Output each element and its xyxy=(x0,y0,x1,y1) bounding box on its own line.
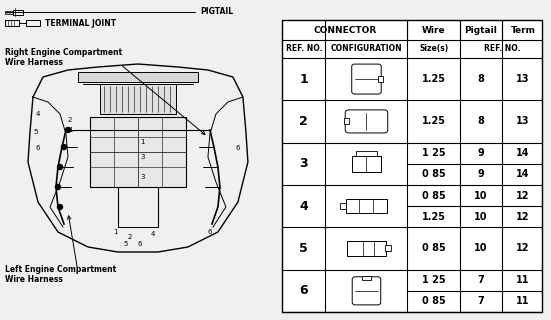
Text: 12: 12 xyxy=(516,244,530,253)
Bar xyxy=(362,276,371,280)
Text: 13: 13 xyxy=(516,74,530,84)
Bar xyxy=(343,118,349,124)
Text: 5: 5 xyxy=(124,241,128,247)
Text: Left Engine Compartment
Wire Harness: Left Engine Compartment Wire Harness xyxy=(5,265,116,284)
FancyBboxPatch shape xyxy=(352,64,381,94)
Bar xyxy=(347,241,386,256)
Circle shape xyxy=(66,127,71,132)
Text: 5: 5 xyxy=(299,242,308,255)
Text: 2: 2 xyxy=(299,115,308,128)
Text: 6: 6 xyxy=(236,145,240,151)
Text: 1: 1 xyxy=(68,127,72,133)
Bar xyxy=(78,72,198,82)
Text: 11: 11 xyxy=(516,275,530,285)
Text: 10: 10 xyxy=(474,190,488,201)
Text: CONFIGURATION: CONFIGURATION xyxy=(331,44,402,53)
Text: 4: 4 xyxy=(299,200,308,212)
Text: 2: 2 xyxy=(128,234,132,240)
Text: 8: 8 xyxy=(478,74,484,84)
Bar xyxy=(5,20,19,26)
Text: 9: 9 xyxy=(478,169,484,179)
Text: Size(s): Size(s) xyxy=(419,44,449,53)
Text: 5: 5 xyxy=(34,129,38,135)
Text: 1.25: 1.25 xyxy=(422,212,446,222)
Text: 7: 7 xyxy=(478,296,484,307)
Text: 4: 4 xyxy=(36,111,40,117)
Text: 0 85: 0 85 xyxy=(422,190,446,201)
Text: 0 85: 0 85 xyxy=(422,169,446,179)
Text: 6: 6 xyxy=(300,284,308,297)
Bar xyxy=(385,245,391,252)
Text: 0 85: 0 85 xyxy=(422,296,446,307)
Bar xyxy=(13,10,23,14)
Text: TERMINAL JOINT: TERMINAL JOINT xyxy=(45,19,116,28)
Text: 1 25: 1 25 xyxy=(422,148,446,158)
Text: 1: 1 xyxy=(114,229,118,235)
Text: 4: 4 xyxy=(151,231,155,237)
Bar xyxy=(356,151,377,156)
Text: 1: 1 xyxy=(299,73,308,85)
Text: 6: 6 xyxy=(138,241,142,247)
Text: 1: 1 xyxy=(141,139,145,145)
Bar xyxy=(341,203,346,209)
Text: Pigtail: Pigtail xyxy=(464,26,498,35)
Text: 14: 14 xyxy=(516,148,530,158)
Text: 2: 2 xyxy=(68,117,72,123)
Text: 14: 14 xyxy=(516,169,530,179)
Text: 10: 10 xyxy=(474,244,488,253)
Bar xyxy=(5,11,13,13)
Text: Right Engine Compartment
Wire Harness: Right Engine Compartment Wire Harness xyxy=(5,48,122,68)
Bar xyxy=(352,156,381,172)
Text: 9: 9 xyxy=(478,148,484,158)
Text: 7: 7 xyxy=(478,275,484,285)
FancyBboxPatch shape xyxy=(352,277,381,305)
Bar xyxy=(90,117,186,187)
Text: 13: 13 xyxy=(516,116,530,126)
Circle shape xyxy=(57,204,62,210)
Text: CONNECTOR: CONNECTOR xyxy=(313,26,376,35)
Text: 1.25: 1.25 xyxy=(422,116,446,126)
Text: 11: 11 xyxy=(516,296,530,307)
Text: 3: 3 xyxy=(300,157,308,170)
Circle shape xyxy=(56,185,61,189)
Bar xyxy=(345,199,387,213)
Bar xyxy=(378,76,383,82)
Circle shape xyxy=(57,164,62,170)
Text: 0 85: 0 85 xyxy=(422,244,446,253)
Text: 10: 10 xyxy=(474,212,488,222)
Text: 1 25: 1 25 xyxy=(422,275,446,285)
Text: 6: 6 xyxy=(208,229,213,235)
Bar xyxy=(100,84,176,114)
Text: Term: Term xyxy=(511,26,536,35)
Text: 8: 8 xyxy=(478,116,484,126)
Text: PIGTAIL: PIGTAIL xyxy=(200,7,233,17)
Circle shape xyxy=(62,145,67,149)
Text: 1.25: 1.25 xyxy=(422,74,446,84)
Text: 6: 6 xyxy=(35,145,40,151)
Text: REF. NO.: REF. NO. xyxy=(484,44,520,53)
Text: 12: 12 xyxy=(516,190,530,201)
Bar xyxy=(26,20,40,26)
Text: 3: 3 xyxy=(141,154,145,160)
FancyBboxPatch shape xyxy=(345,110,388,133)
Text: 12: 12 xyxy=(516,212,530,222)
Text: 3: 3 xyxy=(141,174,145,180)
Text: REF. NO.: REF. NO. xyxy=(285,44,322,53)
Text: Wire: Wire xyxy=(422,26,446,35)
